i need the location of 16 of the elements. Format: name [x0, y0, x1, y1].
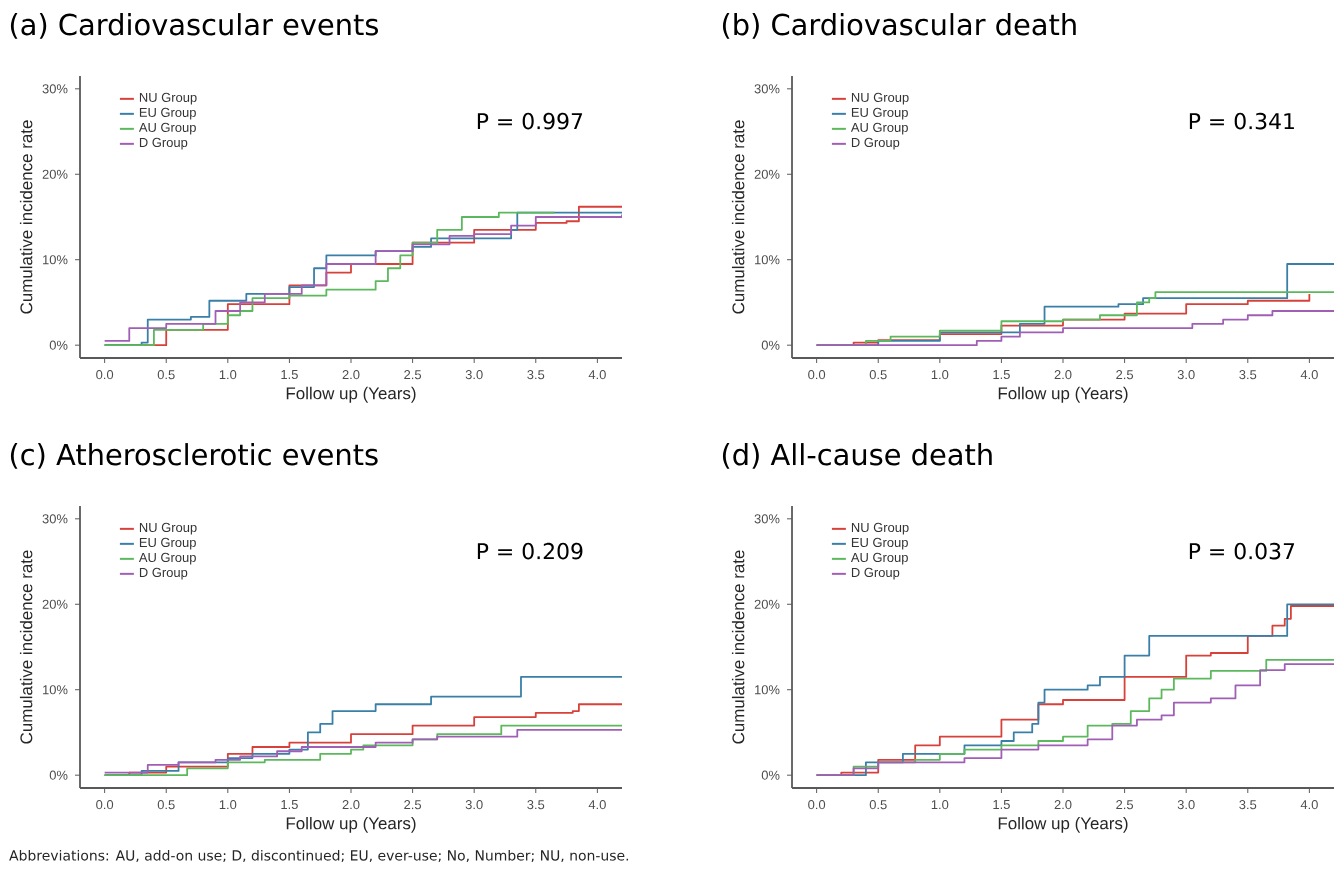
annotation: P = 0.341 — [1189, 112, 1294, 130]
x-axis-title: Follow up (Years) — [998, 386, 1128, 403]
y-axis-title: Cumulative incidence rate — [19, 550, 33, 744]
y-axis-title: Cumulative incidence rate — [19, 120, 33, 314]
chart-title: (d) All-cause death — [722, 443, 992, 469]
chart-title: (a) Cardiovascular events — [10, 13, 378, 39]
annotation: P = 0.997 — [477, 112, 583, 130]
x-axis-title: Follow up (Years) — [286, 816, 416, 833]
annotation: P = 0.209 — [477, 542, 583, 560]
y-axis-title: Cumulative incidence rate — [731, 550, 745, 744]
x-axis-title: Follow up (Years) — [286, 386, 416, 403]
y-axis-title: Cumulative incidence rate — [731, 120, 745, 314]
chart-title: (c) Atherosclerotic events — [10, 443, 378, 469]
chart-title: (b) Cardiovascular death — [722, 13, 1076, 39]
x-axis-title: Follow up (Years) — [998, 816, 1128, 833]
annotation: P = 0.037 — [1189, 542, 1295, 560]
